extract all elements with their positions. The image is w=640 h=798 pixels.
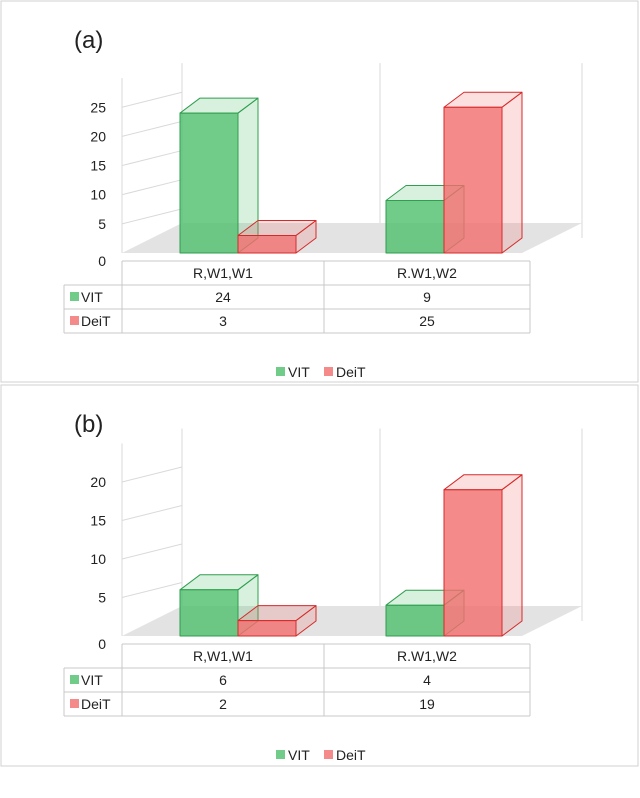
- legend-key-vit: [276, 367, 285, 376]
- y-tick-label: 15: [90, 158, 106, 174]
- bar-vit-front: [385, 200, 445, 254]
- bar-deit-side: [501, 474, 523, 637]
- chart-panel-b: 0 5 10 15 20 R,W1,W1 R.W1,W2 VIT 6 4 DeiT 2 19 VIT Dei…: [0, 384, 640, 768]
- panel-label: (a): [74, 27, 103, 54]
- table-series-label: VIT: [81, 672, 103, 688]
- y-tick-label: 5: [98, 590, 106, 606]
- y-tick-label: 20: [90, 128, 106, 144]
- table-value: 25: [419, 313, 435, 329]
- table-legend-key-vit: [70, 292, 79, 301]
- legend-key-deit: [324, 367, 333, 376]
- bar-vit-front: [179, 589, 239, 637]
- legend-label: DeiT: [336, 364, 366, 380]
- panel-label: (b): [74, 411, 103, 438]
- table-series-label: DeiT: [81, 313, 111, 329]
- bar-vit-front: [385, 604, 445, 637]
- table-category-label: R,W1,W1: [193, 265, 253, 281]
- bar-deit-front: [443, 106, 503, 254]
- table-value: 2: [219, 696, 227, 712]
- y-tick-label: 10: [90, 187, 106, 203]
- table-series-label: DeiT: [81, 696, 111, 712]
- legend-key-vit: [276, 750, 285, 759]
- table-value: 6: [219, 672, 227, 688]
- gridline: [121, 120, 183, 137]
- table-category-label: R.W1,W2: [397, 265, 457, 281]
- table-value: 9: [423, 289, 431, 305]
- bar-deit-side: [501, 91, 523, 254]
- legend-key-deit: [324, 750, 333, 759]
- gridline: [121, 208, 183, 225]
- chart-panel-a: 0 5 10 15 20 25 R,W1,W1 R.W1,W2 VIT 24 9 DeiT 3 25 VIT…: [0, 0, 640, 384]
- bar-deit-front: [443, 489, 503, 637]
- panel-border: [0, 0, 639, 383]
- table-category-label: R,W1,W1: [193, 648, 253, 664]
- chart-b-svg: 0 5 10 15 20 R,W1,W1 R.W1,W2 VIT 6 4 DeiT 2 19 VIT Dei…: [0, 384, 639, 767]
- bar-vit-front: [179, 112, 239, 254]
- y-tick-label: 15: [90, 513, 106, 529]
- y-tick-label: 10: [90, 551, 106, 567]
- table-legend-key-deit: [70, 699, 79, 708]
- table-value: 19: [419, 696, 435, 712]
- table-legend-key-deit: [70, 316, 79, 325]
- y-tick-label: 0: [98, 636, 106, 652]
- gridline: [121, 150, 183, 167]
- gridline: [121, 91, 183, 108]
- gridline: [121, 466, 183, 483]
- table-series-label: VIT: [81, 289, 103, 305]
- table-legend-key-vit: [70, 675, 79, 684]
- gridline: [121, 179, 183, 196]
- bar-deit-front: [237, 620, 297, 637]
- table-value: 24: [215, 289, 231, 305]
- panel-border: [0, 384, 639, 767]
- y-tick-label: 5: [98, 216, 106, 232]
- y-tick-label: 0: [98, 253, 106, 269]
- gridline: [121, 505, 183, 521]
- y-tick-label: 25: [90, 99, 106, 115]
- table-value: 3: [219, 313, 227, 329]
- gridline: [121, 582, 183, 598]
- y-tick-label: 20: [90, 474, 106, 490]
- bar-deit-front: [237, 235, 297, 254]
- legend-label: VIT: [288, 747, 310, 763]
- table-value: 4: [423, 672, 431, 688]
- gridline: [121, 543, 183, 560]
- table-category-label: R.W1,W2: [397, 648, 457, 664]
- chart-a-svg: 0 5 10 15 20 25 R,W1,W1 R.W1,W2 VIT 24 9 DeiT 3 25 VIT…: [0, 0, 639, 383]
- legend-label: VIT: [288, 364, 310, 380]
- legend-label: DeiT: [336, 747, 366, 763]
